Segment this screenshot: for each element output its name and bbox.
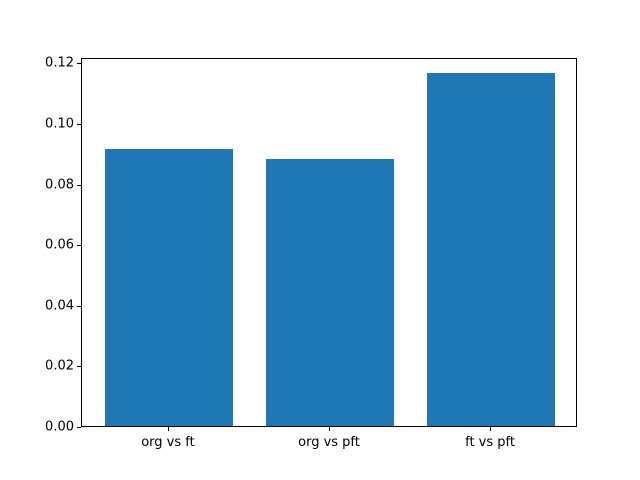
y-tick-mark — [77, 305, 81, 307]
y-tick-mark — [77, 124, 81, 126]
x-tick-mark — [490, 427, 492, 431]
y-tick-mark — [77, 184, 81, 186]
y-tick-label: 0.04 — [45, 298, 74, 314]
y-tick-label: 0.12 — [45, 55, 74, 71]
plot-area — [81, 58, 577, 427]
x-tick-label: org vs ft — [141, 435, 195, 450]
bar-ft-vs-pft — [426, 73, 556, 426]
y-tick-mark — [77, 245, 81, 247]
x-tick-mark — [329, 427, 330, 431]
y-tick-mark — [77, 427, 81, 428]
x-tick-label: org vs pft — [298, 435, 360, 450]
bar-org-vs-pft — [265, 159, 395, 426]
x-tick-label: ft vs pft — [465, 435, 515, 450]
bar-org-vs-ft — [104, 148, 234, 426]
x-tick-mark — [167, 427, 169, 431]
y-tick-label: 0.10 — [45, 116, 74, 132]
y-tick-label: 0.02 — [45, 358, 74, 374]
y-tick-label: 0.06 — [45, 237, 74, 253]
y-tick-mark — [77, 366, 81, 368]
y-tick-label: 0.08 — [45, 177, 74, 193]
y-tick-label: 0.00 — [45, 419, 74, 435]
y-tick-mark — [77, 63, 81, 65]
